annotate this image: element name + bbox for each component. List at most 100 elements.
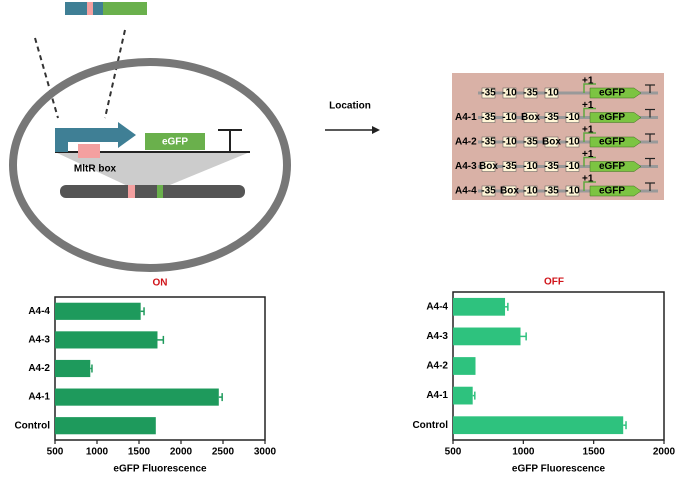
bar bbox=[453, 357, 476, 375]
element-box bbox=[523, 185, 538, 197]
y-tick-label: A4-2 bbox=[28, 363, 50, 374]
chromosome-box bbox=[128, 185, 135, 198]
y-tick-label: A4-4 bbox=[426, 301, 448, 312]
element-label: -10 bbox=[565, 112, 580, 123]
element-box bbox=[481, 161, 496, 172]
element-box bbox=[544, 87, 559, 99]
element-label: -35 bbox=[544, 161, 559, 172]
element-label: -35 bbox=[523, 88, 538, 99]
reporter-label: eGFP bbox=[599, 88, 625, 99]
bar bbox=[453, 297, 506, 316]
box-label: MltR box bbox=[74, 164, 117, 175]
x-tick-label: 1500 bbox=[583, 447, 606, 458]
element-label: -10 bbox=[502, 112, 517, 123]
bar bbox=[55, 388, 219, 406]
element-label: -35 bbox=[481, 186, 496, 197]
element-box bbox=[481, 185, 496, 197]
mltr-box bbox=[78, 144, 100, 158]
element-label: Box bbox=[479, 161, 498, 172]
x-tick-label: 1000 bbox=[512, 447, 535, 458]
element-label: -35 bbox=[523, 137, 538, 148]
element-label: Box bbox=[521, 112, 540, 123]
reporter-label: eGFP bbox=[599, 161, 625, 172]
element-box bbox=[481, 112, 496, 123]
element-label: -35 bbox=[544, 186, 559, 197]
cell-diagram: MltR box eGFP bbox=[9, 2, 291, 272]
element-label: -35 bbox=[544, 112, 559, 123]
zoom-line bbox=[104, 29, 126, 119]
charts: ON eGFP Fluorescence 500 1000 1500 2000 2500 30… bbox=[14, 277, 675, 475]
egfp-gene bbox=[145, 133, 205, 150]
reporter-label: eGFP bbox=[599, 112, 625, 123]
x-tick-label: 2000 bbox=[653, 447, 676, 458]
element-box bbox=[502, 185, 517, 197]
element-box bbox=[502, 112, 517, 123]
tss-arrow bbox=[583, 83, 596, 93]
bar bbox=[453, 386, 473, 405]
zoom-line bbox=[34, 37, 59, 119]
element-box bbox=[523, 161, 538, 172]
element-box bbox=[565, 185, 580, 197]
tss-arrow bbox=[583, 107, 596, 118]
element-label: -10 bbox=[565, 137, 580, 148]
element-label: -35 bbox=[481, 112, 496, 123]
element-box bbox=[523, 112, 538, 123]
tss-arrow bbox=[583, 132, 596, 142]
element-label: -10 bbox=[523, 186, 538, 197]
row-label: A4-1 bbox=[455, 112, 477, 123]
reporter-gene bbox=[589, 87, 642, 99]
y-tick-label: A4-1 bbox=[28, 392, 50, 403]
zoom-area bbox=[55, 152, 250, 187]
arrow-head bbox=[372, 126, 380, 134]
element-label: Box bbox=[542, 137, 561, 148]
tss-arrow bbox=[583, 181, 596, 191]
element-label: -35 bbox=[481, 88, 496, 99]
x-tick-label: 1500 bbox=[128, 447, 151, 458]
element-label: -35 bbox=[502, 161, 517, 172]
reporter-gene bbox=[589, 185, 642, 197]
y-tick-label: A4-3 bbox=[28, 335, 50, 346]
tss-label: +1 bbox=[582, 149, 594, 160]
tss-label: +1 bbox=[582, 76, 594, 87]
element-label: -10 bbox=[565, 161, 580, 172]
tss-label: +1 bbox=[582, 125, 594, 136]
bar bbox=[55, 302, 141, 320]
reporter-gene bbox=[589, 161, 642, 172]
element-box bbox=[523, 87, 538, 99]
element-box bbox=[565, 136, 580, 148]
y-tick-label: A4-2 bbox=[426, 361, 448, 372]
y-tick-label: A4-1 bbox=[426, 390, 448, 401]
y-tick-label: Control bbox=[412, 420, 448, 431]
row-label: A4-4 bbox=[455, 186, 477, 197]
element-box bbox=[565, 161, 580, 172]
x-axis-label: eGFP Fluorescence bbox=[113, 464, 207, 475]
y-tick-label: A4-4 bbox=[28, 306, 50, 317]
element-box bbox=[502, 161, 517, 172]
row-label: A4-3 bbox=[455, 161, 477, 172]
promoter-arrow bbox=[55, 122, 136, 152]
y-tick-label: Control bbox=[14, 420, 50, 431]
chart-title: ON bbox=[153, 278, 168, 289]
bar bbox=[55, 359, 91, 378]
chart-title: OFF bbox=[544, 277, 564, 288]
element-box bbox=[544, 136, 559, 148]
element-box bbox=[502, 87, 517, 99]
element-label: -10 bbox=[565, 186, 580, 197]
gene-label: eGFP bbox=[162, 137, 188, 148]
row-label: A4-2 bbox=[455, 137, 477, 148]
bar bbox=[453, 327, 521, 346]
segment bbox=[93, 2, 103, 15]
x-tick-label: 2000 bbox=[170, 447, 193, 458]
element-label: -10 bbox=[502, 137, 517, 148]
x-tick-label: 2500 bbox=[212, 447, 235, 458]
x-tick-label: 500 bbox=[445, 447, 462, 458]
x-tick-label: 3000 bbox=[254, 447, 277, 458]
reporter-label: eGFP bbox=[599, 186, 625, 197]
element-label: Box bbox=[500, 186, 519, 197]
reporter-gene bbox=[589, 136, 642, 148]
segment bbox=[65, 2, 87, 15]
element-label: -10 bbox=[523, 161, 538, 172]
segment bbox=[87, 2, 93, 15]
element-box bbox=[523, 136, 538, 148]
